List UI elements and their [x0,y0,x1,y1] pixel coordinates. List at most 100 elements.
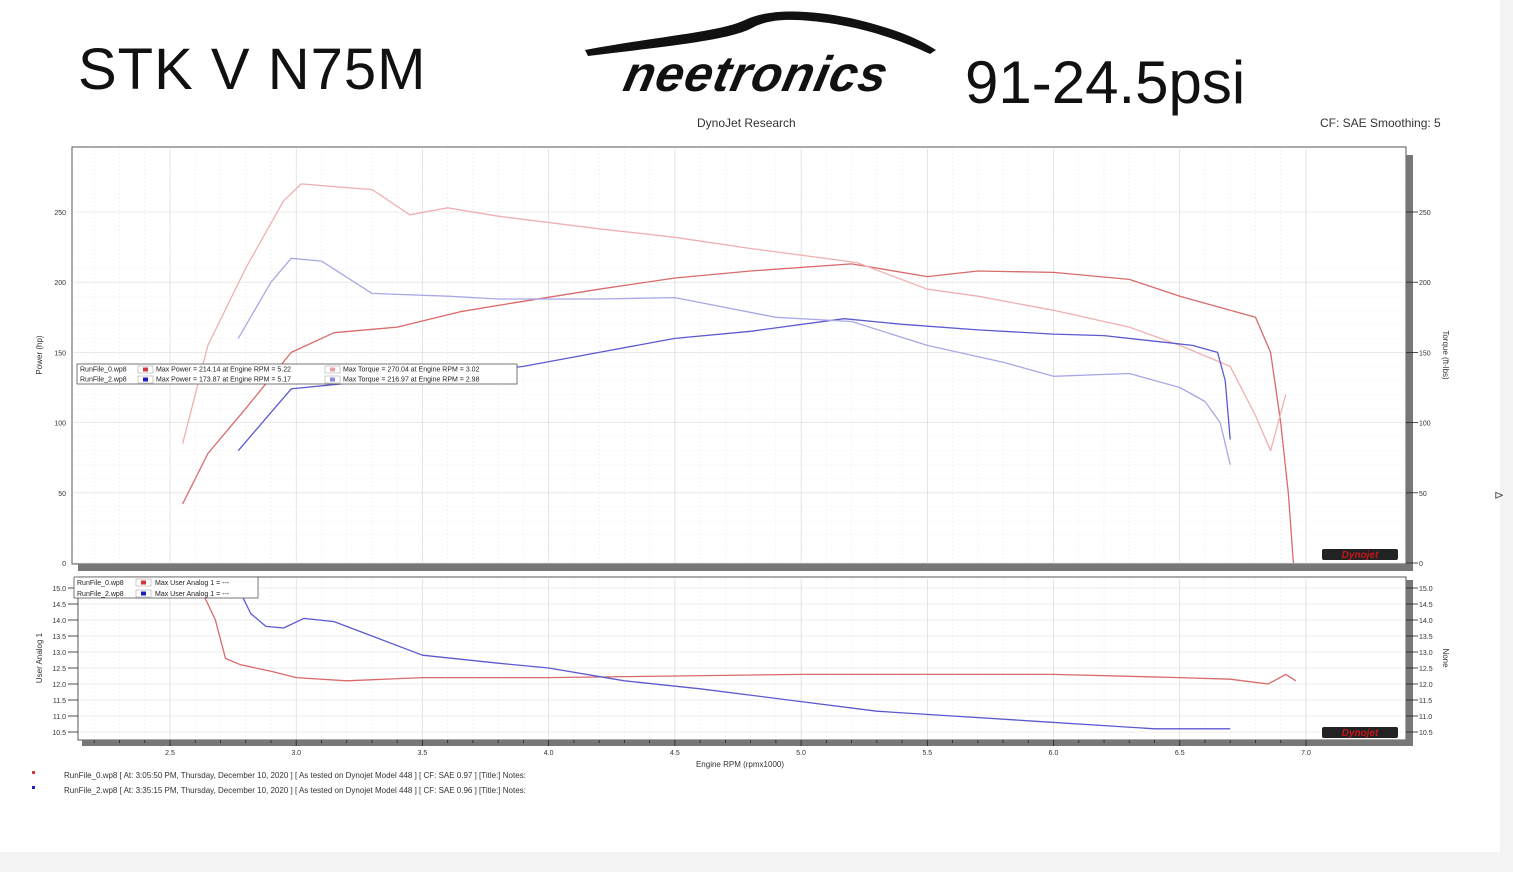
analog-series-runfile-2-wp8-line [237,587,1231,730]
analog-right-tick-label: 12.0 [1419,682,1433,689]
power-grid [74,149,1404,564]
torque-tick-label: 100 [1419,421,1431,428]
analog-tick-label: 11.5 [53,698,66,705]
footer-run0-marker [32,771,35,774]
legend-run0-power: Max Power = 214.14 at Engine RPM = 5.22 [156,367,291,374]
power-plot-right-bar [1406,155,1413,566]
rpm-x-ticks: 2.5 3.0 3.5 4.0 4.5 5.0 5.5 6.0 6.5 7.0 [93,740,1311,757]
analog-grid [80,579,1404,739]
analog-legend-run2-swatch [141,591,146,596]
analog-right-tick-label: 14.0 [1419,618,1433,625]
power-tick-label: 50 [58,491,66,498]
legend-run0-torque-swatch [330,367,335,372]
vehicle-title: STK V N75M [78,37,427,102]
analog-right-tick-label: 13.0 [1419,650,1433,657]
torque-tick-label: 0 [1419,561,1423,568]
torque-tick-label: 250 [1419,210,1431,217]
rpm-tick-label: 3.5 [418,750,428,757]
fuel-boost-title: 91-24.5psi [965,49,1246,116]
resize-cursor-icon: ⊳ [1494,488,1505,502]
power-axis-label: Power (hp) [35,335,44,374]
analog-right-tick-label: 10.5 [1419,730,1433,737]
analog-right-tick-label: 12.5 [1419,666,1433,673]
legend-run2-file: RunFile_2.wp8 [80,377,127,384]
legend-run0-file: RunFile_0.wp8 [80,367,127,374]
rpm-tick-label: 4.0 [544,750,554,757]
footer-run2-info: RunFile_2.wp8 [ At: 3:35:15 PM, Thursday… [64,786,526,795]
power-y-ticks: 0 0 50 50 100 100 150 150 200 200 250 250 [54,210,1430,568]
analog-legend-run0-text: Max User Analog 1 = --- [155,580,230,587]
analog-legend-run0-file: RunFile_0.wp8 [77,580,124,587]
footer-run2-marker [32,786,35,789]
rpm-axis-label: Engine RPM (rpmx1000) [696,760,784,769]
analog-tick-label: 12.5 [52,666,66,673]
power-torque-lines [181,183,1295,564]
analog-right-tick-label: 11.5 [1419,698,1432,705]
legend-run2-power: Max Power = 173.87 at Engine RPM = 5.17 [156,377,291,384]
power-plot-area [71,146,1407,565]
analog-series-runfile-0-wp8-line [199,587,1297,685]
chart-title: DynoJet Research [697,116,796,130]
legend-run2-torque: Max Torque = 216.97 at Engine RPM = 2.98 [343,377,480,384]
analog-axis-label: User Analog 1 [35,632,44,683]
power-tick-label: 150 [54,350,66,357]
legend-run0-power-swatch [143,367,148,372]
torque-tick-label: 150 [1419,350,1431,357]
analog-tick-label: 14.0 [52,618,66,625]
analog-tick-label: 15.0 [52,586,66,593]
dynojet-watermark-analog: Dynojet [1322,727,1398,739]
analog-right-tick-label: 11.0 [1419,714,1432,721]
rpm-tick-label: 6.0 [1049,750,1059,757]
torque-tick-label: 200 [1419,280,1431,287]
rpm-tick-label: 7.0 [1301,750,1311,757]
dynojet-watermark-main: Dynojet [1322,549,1398,561]
logo-text: neetronics [619,46,894,98]
analog-tick-label: 14.5 [52,602,66,609]
torque-axis-label: Torque (ft-lbs) [1441,330,1450,380]
torque-tick-label: 50 [1419,491,1427,498]
analog-tick-label: 13.0 [52,650,66,657]
svg-text:Dynojet: Dynojet [1342,550,1379,561]
correction-factor-info: CF: SAE Smoothing: 5 [1320,116,1441,130]
rpm-tick-label: 5.0 [796,750,806,757]
dyno-report: STK V N75M neetronics 91-24.5psi DynoJet… [0,0,1500,852]
svg-text:Dynojet: Dynojet [1342,728,1379,739]
analog-tick-label: 10.5 [52,730,66,737]
power-tick-label: 100 [54,421,66,428]
analog-legend: RunFile_0.wp8 Max User Analog 1 = --- Ru… [73,576,259,599]
neetronics-logo: neetronics [585,11,936,98]
power-tick-label: 0 [62,561,66,568]
footer-run0-info: RunFile_0.wp8 [ At: 3:05:50 PM, Thursday… [64,771,526,780]
analog-plot-right-bar [1406,580,1413,743]
analog-y-ticks: 10.5 10.5 11.0 11.0 11.5 11.5 12.0 12.0 12.5 12.5… [52,586,1432,737]
analog-right-tick-label: 14.5 [1419,602,1433,609]
rpm-tick-label: 3.0 [291,750,301,757]
power-tick-label: 250 [54,210,66,217]
analog-plot-bottom-bar [82,740,1413,746]
analog-right-tick-label: 13.5 [1419,634,1433,641]
analog-tick-label: 11.0 [53,714,66,721]
series-runfile-2-wp8-torque-line [237,257,1231,465]
series-runfile-0-wp8-torque-line [181,183,1287,452]
series-runfile-0-wp8-power-line [182,263,1295,564]
dyno-chart: 0 0 50 50 100 100 150 150 200 200 250 250 Power (hp… [35,146,1450,769]
analog-right-axis-label: None [1441,648,1450,668]
analog-plot-area [77,576,1407,741]
rpm-tick-label: 6.5 [1175,750,1185,757]
analog-tick-label: 12.0 [52,682,66,689]
analog-legend-run2-file: RunFile_2.wp8 [77,591,124,598]
rpm-tick-label: 4.5 [670,750,680,757]
analog-right-tick-label: 15.0 [1419,586,1433,593]
legend-run0-torque: Max Torque = 270.04 at Engine RPM = 3.02 [343,367,480,374]
analog-tick-label: 13.5 [52,634,66,641]
rpm-tick-label: 5.5 [922,750,932,757]
power-tick-label: 200 [54,280,66,287]
legend-run2-torque-swatch [330,377,335,382]
analog-lines [199,587,1297,730]
analog-legend-run0-swatch [141,580,146,585]
power-legend: RunFile_0.wp8 Max Power = 214.14 at Engi… [76,363,518,385]
rpm-tick-label: 2.5 [165,750,175,757]
legend-run2-power-swatch [143,377,148,382]
analog-legend-run2-text: Max User Analog 1 = --- [155,591,230,598]
power-plot-bottom-bar [78,564,1413,571]
